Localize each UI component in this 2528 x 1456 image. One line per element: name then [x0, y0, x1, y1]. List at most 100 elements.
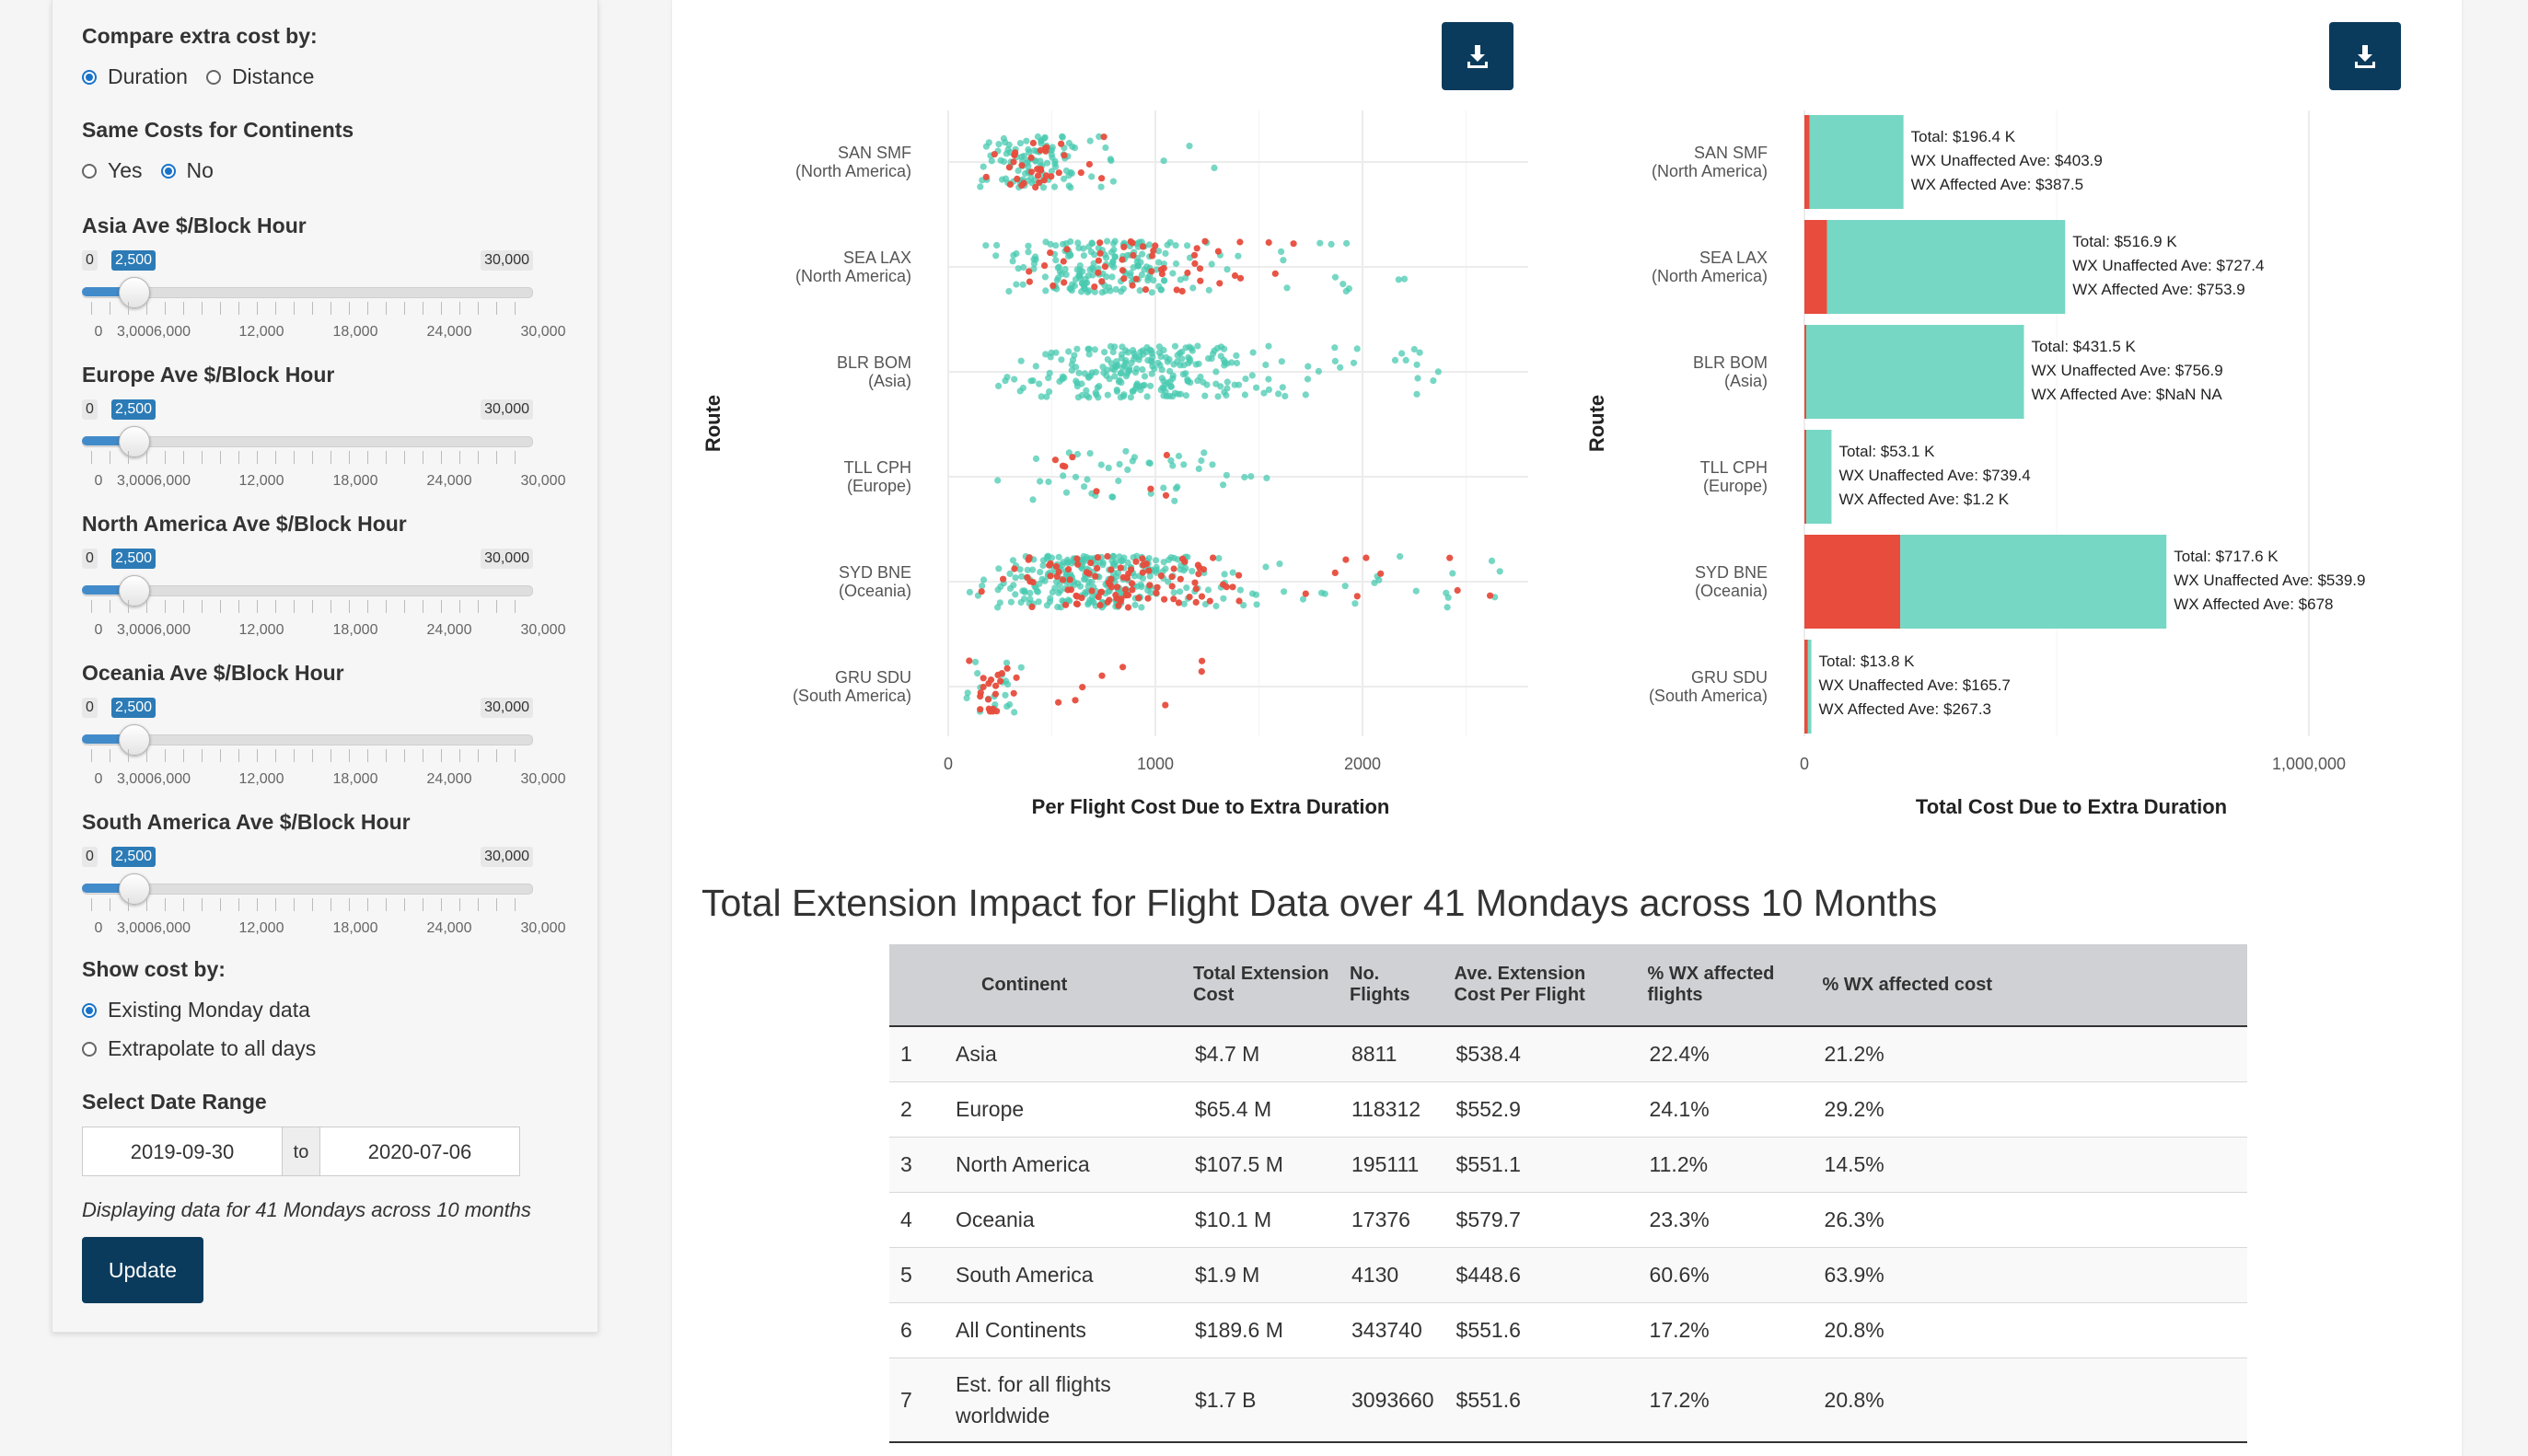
scatter-point — [1150, 247, 1157, 254]
no-label[interactable]: No — [186, 158, 214, 182]
scatter-point — [1165, 556, 1173, 563]
scatter-point — [1220, 595, 1227, 602]
cost-slider[interactable]: 0 2,500 30,000 0 3,0006,000 12,000 18,000 24,00… — [82, 399, 566, 501]
scatter-point — [1398, 350, 1406, 357]
slider-tick-labels: 0 3,0006,000 12,000 18,000 24,000 30,000 — [82, 473, 566, 491]
yes-label[interactable]: Yes — [108, 158, 143, 182]
scatter-point — [1180, 461, 1188, 468]
scatter-point — [1353, 345, 1361, 352]
show-extrapolate-row[interactable]: Extrapolate to all days — [82, 1036, 334, 1061]
y-tick-continent: (North America) — [1652, 162, 1768, 180]
scatter-point — [1030, 256, 1038, 263]
scatter-point — [1180, 600, 1188, 607]
table-row: 1 Asia $4.7 M 8811 $538.4 22.4% 21.2% — [889, 1026, 2247, 1082]
scatter-point — [1131, 454, 1138, 461]
scatter-point — [1229, 569, 1236, 576]
bar-unaffected — [1807, 640, 1812, 734]
scatter-point — [1065, 348, 1073, 355]
extrapolate-label[interactable]: Extrapolate to all days — [108, 1036, 317, 1060]
scatter-point — [1051, 456, 1059, 464]
bar-unaffected — [1806, 325, 2024, 419]
scatter-point — [1041, 577, 1049, 584]
download-bar-button[interactable] — [2329, 22, 2401, 90]
scatter-point — [1233, 359, 1241, 367]
extrapolate-radio[interactable] — [82, 1041, 97, 1057]
scatter-point — [1099, 561, 1107, 569]
scatter-point — [1186, 143, 1193, 150]
scatter-point — [1029, 496, 1037, 503]
scatter-point — [1063, 246, 1071, 253]
scatter-point — [1042, 351, 1049, 358]
scatter-point — [1067, 237, 1074, 246]
update-button[interactable]: Update — [82, 1237, 203, 1303]
bar-data-label: WX Unaffected Ave: $165.7 — [1819, 676, 2011, 694]
bar-data-label: WX Affected Ave: $753.9 — [2072, 281, 2244, 298]
scatter-point — [1131, 369, 1140, 376]
existing-label[interactable]: Existing Monday data — [108, 998, 310, 1022]
no-radio[interactable] — [160, 163, 176, 179]
scatter-point — [1160, 264, 1167, 272]
scatter-point — [1014, 175, 1021, 182]
cost-slider[interactable]: 0 2,500 30,000 0 3,0006,000 12,000 18,000 24,00… — [82, 250, 565, 352]
summary-table-wrapper: Continent Total Extension Cost No. Flights… — [889, 944, 2247, 1443]
scatter-point — [1144, 595, 1152, 602]
scatter-point — [1205, 286, 1212, 294]
scatter-point — [1184, 242, 1191, 249]
bar-affected — [1804, 640, 1808, 734]
distance-radio[interactable] — [205, 69, 221, 85]
table-row: 3 North America $107.5 M 195111 $551.1 11.2% 1… — [889, 1137, 2247, 1193]
scatter-point — [1073, 364, 1080, 371]
date-start-input[interactable]: 2019-09-30 — [82, 1127, 283, 1176]
y-tick-route: BLR BOM — [1693, 353, 1768, 372]
scatter-point — [1235, 597, 1243, 605]
scatter-point — [1197, 277, 1204, 284]
scatter-point — [1059, 576, 1067, 584]
scatter-point — [1487, 592, 1494, 599]
table-cell: 3093660 — [1340, 1358, 1445, 1443]
scatter-point — [1177, 390, 1184, 398]
date-end-input[interactable]: 2020-07-06 — [319, 1127, 520, 1176]
scatter-point — [1167, 456, 1175, 464]
duration-radio[interactable] — [82, 69, 97, 85]
scatter-point — [1025, 145, 1032, 154]
scatter-point — [1212, 602, 1220, 610]
scatter-point — [1316, 239, 1324, 247]
scatter-point — [1165, 578, 1172, 585]
download-scatter-button[interactable] — [1442, 22, 1513, 90]
scatter-point — [1139, 569, 1146, 576]
scatter-point — [1052, 163, 1060, 170]
scatter-point — [1253, 384, 1260, 391]
table-cell: 26.3% — [1813, 1192, 2247, 1248]
existing-radio[interactable] — [82, 1002, 97, 1018]
scatter-point — [1086, 137, 1094, 144]
cost-slider[interactable]: 0 2,500 30,000 0 3,0006,000 12,000 18,000 24,00… — [82, 847, 565, 948]
cost-slider[interactable]: 0 2,500 30,000 0 3,0006,000 12,000 18,000 24,00… — [82, 549, 565, 650]
scatter-point — [979, 583, 986, 590]
table-cell: $189.6 M — [1184, 1302, 1340, 1358]
scatter-point — [1179, 371, 1187, 378]
cost-slider[interactable]: 0 2,500 30,000 0 3,0006,000 12,000 18,000 24,00… — [82, 698, 565, 799]
scatter-point — [1026, 595, 1034, 603]
scatter-point — [1066, 576, 1073, 584]
scatter-point — [1191, 579, 1199, 586]
scatter-point — [1106, 596, 1113, 604]
show-existing-row[interactable]: Existing Monday data — [82, 998, 329, 1023]
scatter-point — [1397, 553, 1404, 560]
scatter-point — [1073, 600, 1080, 607]
slider-tick-label: 24,000 — [426, 324, 472, 340]
scatter-point — [1074, 394, 1082, 401]
slider-max-value: 30,000 — [481, 698, 533, 718]
bar-data-label: WX Unaffected Ave: $403.9 — [1911, 152, 2103, 169]
duration-label[interactable]: Duration — [108, 64, 188, 88]
scatter-point — [1011, 151, 1018, 158]
y-tick-route: SYD BNE — [1695, 563, 1768, 582]
scatter-point — [1037, 569, 1044, 576]
slider-tick-label: 3,0006,000 — [116, 920, 191, 936]
scatter-point — [1047, 353, 1054, 361]
scatter-point — [978, 588, 985, 595]
yes-radio[interactable] — [82, 163, 97, 179]
scatter-point — [1039, 561, 1047, 570]
scatter-point — [994, 477, 1002, 484]
y-tick-continent: (Oceania) — [1695, 582, 1768, 600]
distance-label[interactable]: Distance — [231, 64, 315, 88]
